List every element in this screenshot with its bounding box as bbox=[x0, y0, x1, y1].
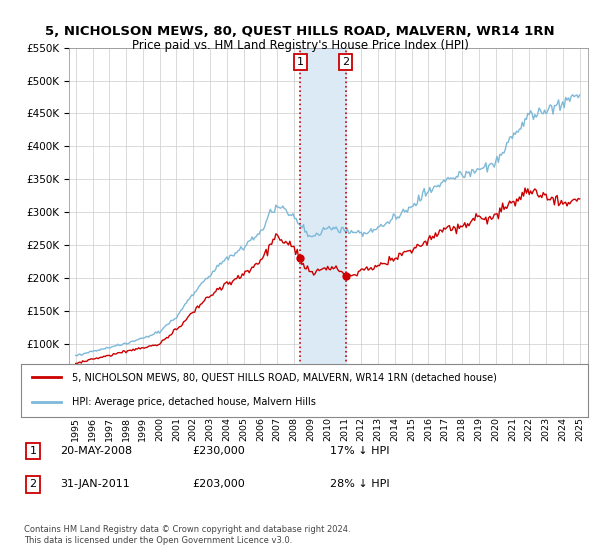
Text: 2: 2 bbox=[342, 57, 349, 67]
Bar bbox=[301, 48, 346, 409]
Text: 5, NICHOLSON MEWS, 80, QUEST HILLS ROAD, MALVERN, WR14 1RN: 5, NICHOLSON MEWS, 80, QUEST HILLS ROAD,… bbox=[45, 25, 555, 38]
Text: 1: 1 bbox=[297, 57, 304, 67]
Text: 5, NICHOLSON MEWS, 80, QUEST HILLS ROAD, MALVERN, WR14 1RN (detached house): 5, NICHOLSON MEWS, 80, QUEST HILLS ROAD,… bbox=[72, 372, 497, 382]
Text: £230,000: £230,000 bbox=[192, 446, 245, 456]
Text: Price paid vs. HM Land Registry's House Price Index (HPI): Price paid vs. HM Land Registry's House … bbox=[131, 39, 469, 52]
Text: 1: 1 bbox=[29, 446, 37, 456]
Text: £203,000: £203,000 bbox=[192, 479, 245, 489]
Text: 2: 2 bbox=[29, 479, 37, 489]
Text: 28% ↓ HPI: 28% ↓ HPI bbox=[330, 479, 389, 489]
Text: 31-JAN-2011: 31-JAN-2011 bbox=[60, 479, 130, 489]
Text: Contains HM Land Registry data © Crown copyright and database right 2024.
This d: Contains HM Land Registry data © Crown c… bbox=[24, 525, 350, 545]
Text: HPI: Average price, detached house, Malvern Hills: HPI: Average price, detached house, Malv… bbox=[72, 397, 316, 407]
Text: 17% ↓ HPI: 17% ↓ HPI bbox=[330, 446, 389, 456]
Text: 20-MAY-2008: 20-MAY-2008 bbox=[60, 446, 132, 456]
